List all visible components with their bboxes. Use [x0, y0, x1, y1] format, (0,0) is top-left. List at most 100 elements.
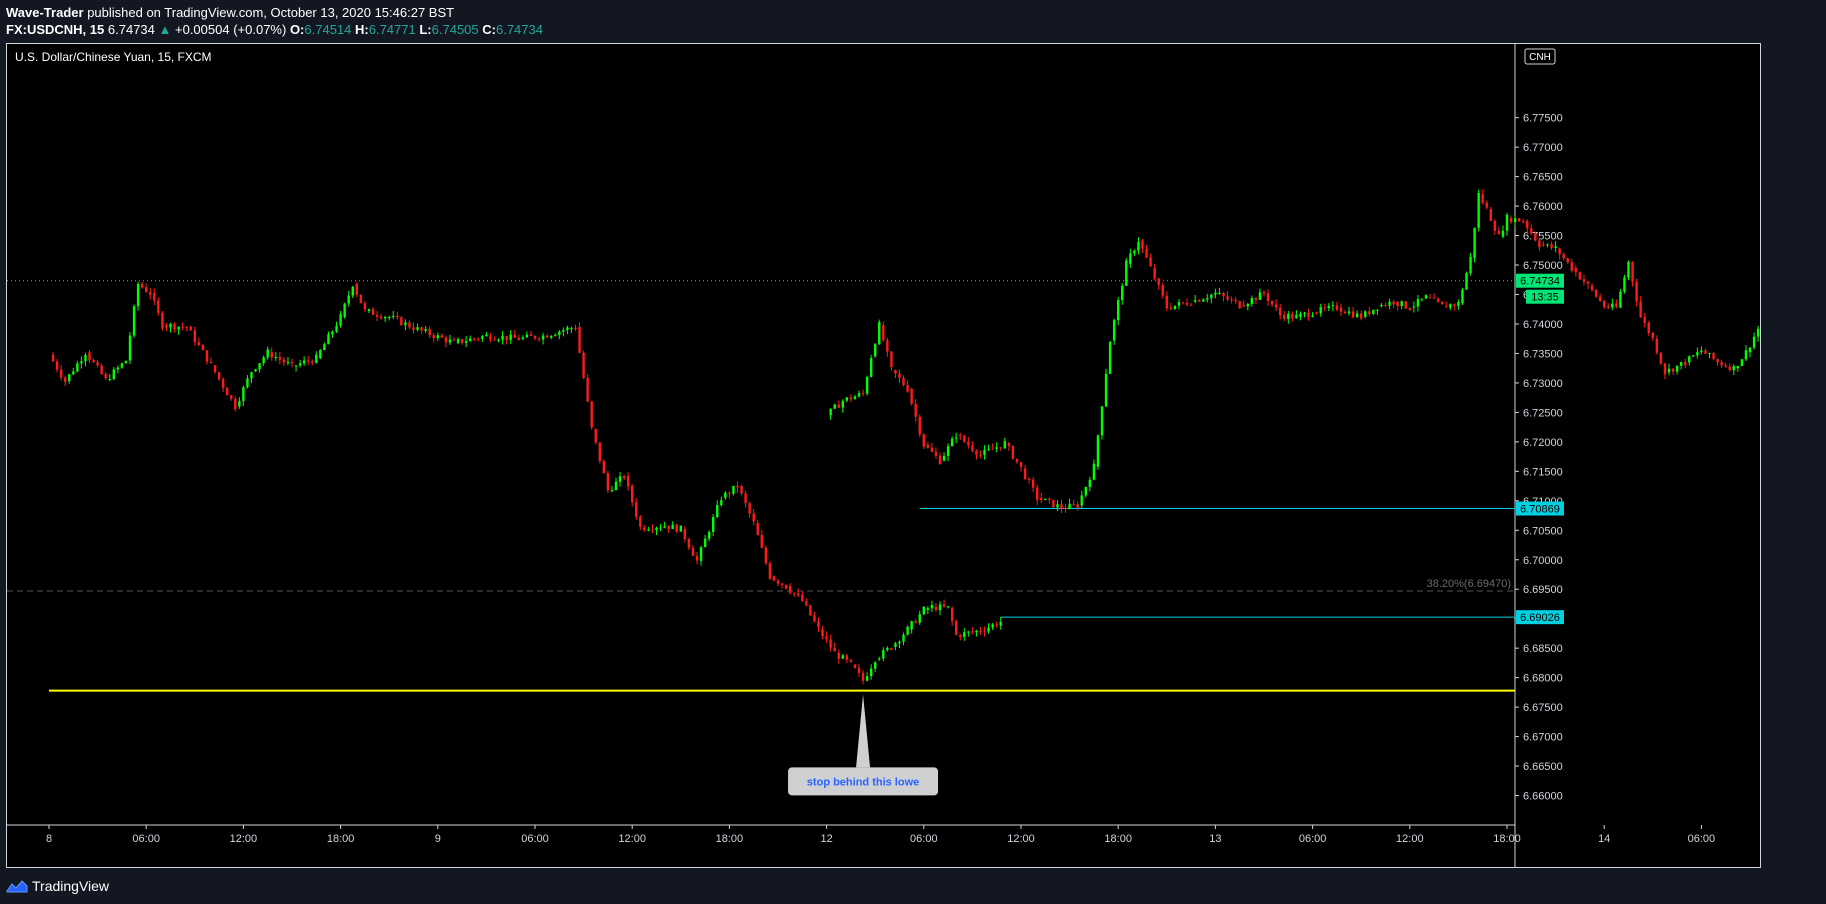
candle-body [1432, 297, 1436, 299]
candle-body [744, 493, 747, 504]
candle-body [890, 648, 893, 650]
candle-body [1477, 192, 1480, 228]
candle-body [736, 485, 739, 488]
candle-body [999, 621, 1002, 626]
candle-body [529, 334, 533, 336]
candle-body [1189, 304, 1193, 306]
candle-body [1173, 305, 1177, 310]
candle-body [801, 594, 804, 602]
candle-body [797, 593, 800, 595]
candle-body [586, 377, 589, 402]
candle-body [1497, 230, 1501, 235]
candle-body [1679, 362, 1683, 366]
price-chart[interactable]: 6.77500 6.77000 6.76500 6.76000 6.75500 6.750… [7, 44, 1760, 867]
candle-body [1303, 312, 1306, 314]
candle-body [991, 448, 994, 450]
x-tick-label: 13 [1209, 833, 1221, 845]
tradingview-logo-icon[interactable] [6, 879, 28, 893]
author-name[interactable]: Wave-Trader [6, 5, 84, 20]
candle-body [1611, 303, 1614, 308]
candle-body [946, 446, 950, 456]
symbol-line: FX:USDCNH, 15 6.74734 ▲ +0.00504 (+0.07%… [6, 21, 543, 38]
candle-body [1270, 300, 1274, 305]
candle-body [392, 315, 395, 317]
y-tick-label: 6.77000 [1523, 142, 1563, 154]
candle-body [1048, 498, 1051, 500]
symbol-name: FX:USDCNH, 15 [6, 22, 105, 37]
y-tick-label: 6.74000 [1523, 319, 1563, 331]
candle-body [930, 447, 934, 452]
x-tick-label: 06:00 [1299, 833, 1327, 845]
candle-body [914, 403, 917, 417]
candle-body [205, 350, 209, 362]
candle-body [1756, 328, 1760, 337]
candle-body [1291, 313, 1294, 319]
candle-body [1129, 253, 1132, 264]
candle-body [181, 326, 184, 328]
candle-body [278, 356, 282, 360]
candle-body [910, 621, 913, 630]
level-price-label: 6.70869 [1520, 504, 1560, 516]
candle-body [1372, 309, 1375, 315]
candle-body [1465, 273, 1468, 290]
brand-name[interactable]: TradingView [32, 878, 110, 894]
candle-body [169, 324, 172, 328]
candle-body [1578, 272, 1582, 280]
candle-body [906, 385, 909, 392]
y-tick-label: 6.70500 [1523, 525, 1563, 537]
candle-body [153, 293, 156, 301]
chart-panel[interactable]: 6.77500 6.77000 6.76500 6.76000 6.75500 6.750… [6, 43, 1761, 868]
candle-body [424, 329, 427, 332]
candle-body [983, 630, 986, 632]
candle-body [375, 314, 379, 317]
candle-body [1485, 202, 1488, 208]
candle-body [1125, 260, 1128, 286]
candle-body [428, 329, 431, 336]
candle-body [1044, 498, 1047, 501]
candle-body [955, 621, 958, 635]
candle-body [505, 336, 508, 340]
candle-body [1570, 262, 1573, 271]
price-change: +0.00504 (+0.07%) [175, 22, 287, 37]
candle-body [513, 334, 516, 338]
candle-body [874, 662, 877, 669]
candle-body [379, 316, 383, 319]
candle-body [1121, 285, 1124, 300]
candle-body [1692, 355, 1695, 357]
chart-title: U.S. Dollar/Chinese Yuan, 15, FXCM [15, 50, 212, 64]
candle-body [234, 398, 237, 410]
y-tick-label: 6.66500 [1523, 761, 1563, 773]
candle-body [351, 286, 354, 296]
candle-body [51, 354, 55, 362]
candle-body [1161, 284, 1164, 296]
candle-body [157, 300, 160, 313]
candle-body [1400, 301, 1403, 307]
candle-body [497, 339, 500, 341]
candle-body [1145, 248, 1148, 258]
candle-body [959, 635, 962, 637]
candle-body [707, 532, 711, 539]
candle-body [1311, 315, 1314, 317]
chart-header: Wave-Trader published on TradingView.com… [6, 4, 543, 38]
candle-body [878, 658, 881, 660]
candle-body [849, 397, 853, 400]
candle-body [651, 529, 654, 531]
candle-body [250, 372, 253, 379]
candle-body [987, 448, 990, 450]
candle-body [1222, 292, 1225, 297]
candle-body [1461, 289, 1464, 304]
candle-body [274, 356, 277, 358]
candle-body [1647, 322, 1650, 334]
candle-body [1335, 305, 1339, 310]
candle-body [853, 664, 857, 668]
candle-body [1635, 281, 1638, 302]
candle-body [590, 401, 593, 428]
candle-body [667, 525, 670, 530]
candle-body [857, 393, 861, 397]
candle-body [1712, 352, 1715, 360]
publish-line: Wave-Trader published on TradingView.com… [6, 4, 543, 21]
candle-body [436, 335, 439, 339]
y-tick-label: 6.72500 [1523, 407, 1563, 419]
candle-body [1185, 302, 1189, 305]
fib-level-label: 38.20%(6.69470) [1427, 578, 1511, 590]
